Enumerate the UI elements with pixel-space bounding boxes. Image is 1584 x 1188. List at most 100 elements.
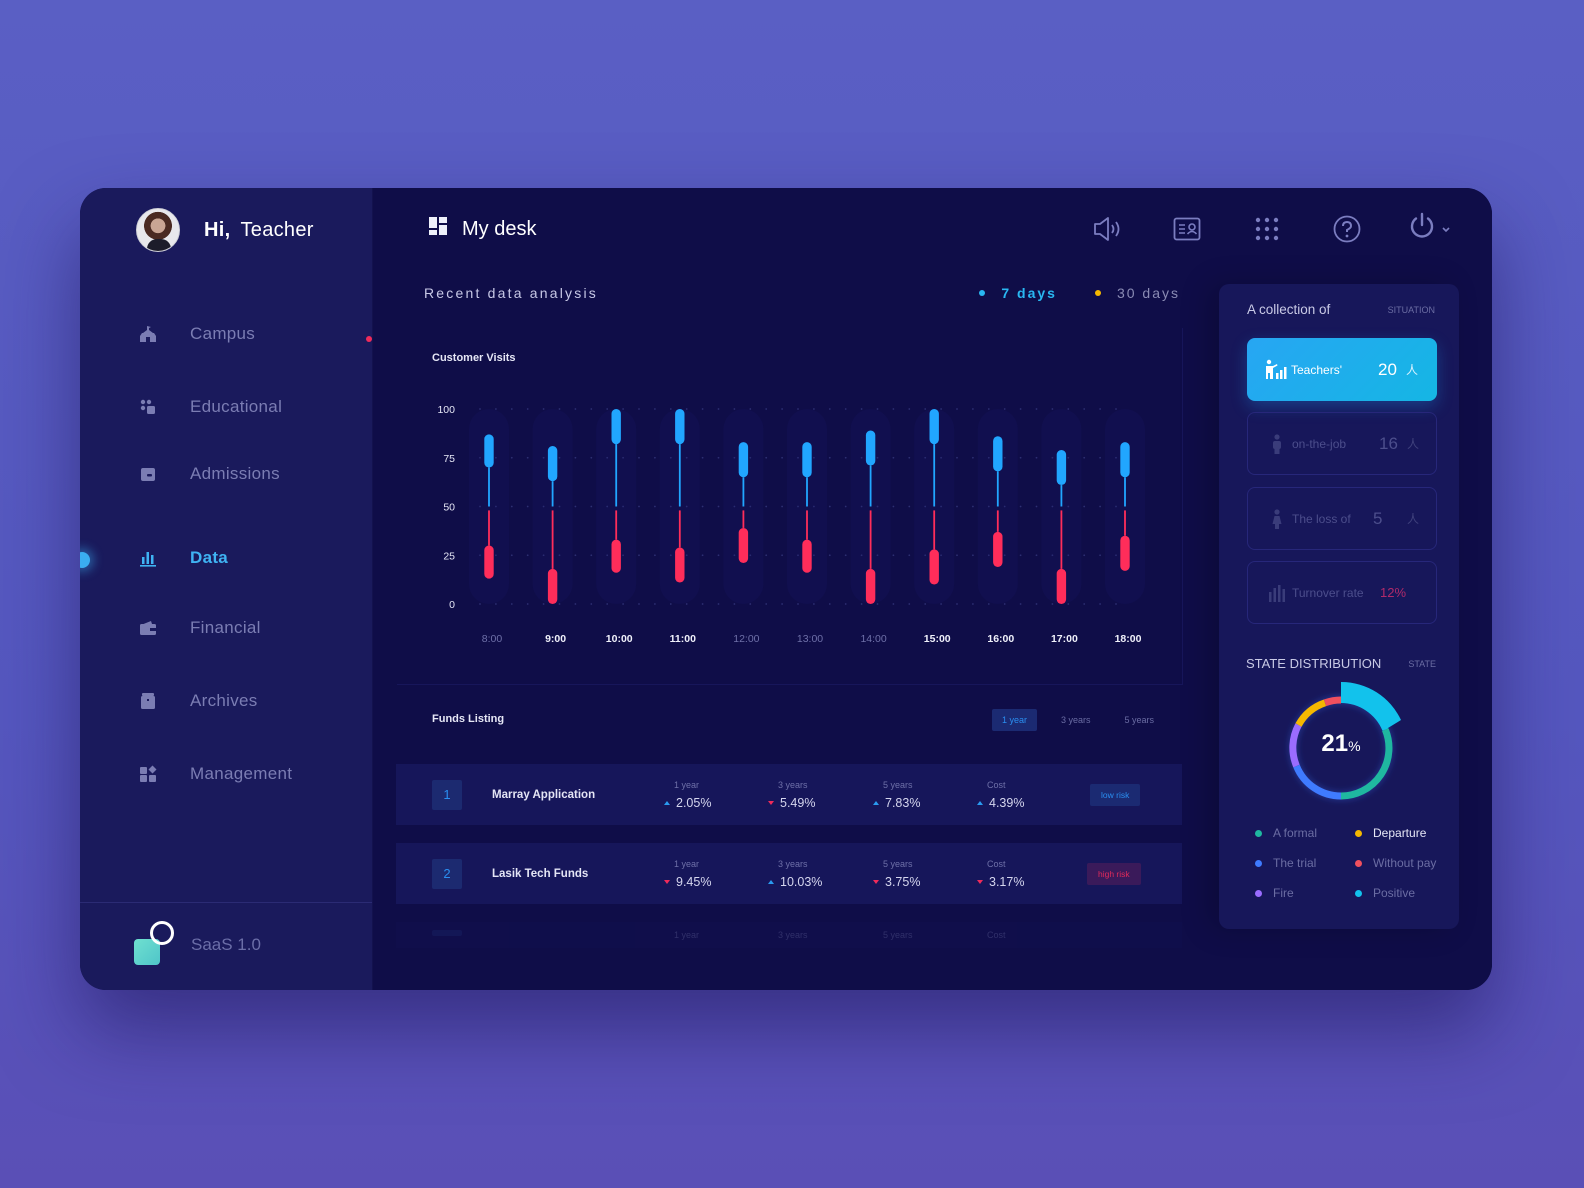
sidebar-item-financial[interactable]: Financial (138, 618, 261, 638)
bars-icon (1266, 582, 1288, 604)
col-label: 5 years (883, 779, 913, 790)
legend-item: The trial (1255, 856, 1355, 870)
stat-value: 5 (1373, 508, 1383, 528)
donut-center-value: 21% (1311, 730, 1371, 758)
arrow-down-icon (873, 879, 879, 884)
power-icon[interactable] (1408, 212, 1436, 245)
fund-col-1y: 1 year (664, 930, 699, 946)
svg-text:50: 50 (443, 502, 455, 514)
customer-visits-chart: Customer Visits 0 25 50 75 100 8:00 9:00 10:00 1… (397, 328, 1183, 685)
fund-row[interactable]: 1 Marray Application 1 year 2.05% 3 year… (396, 764, 1182, 825)
stat-on-the-job[interactable]: on-the-job 16 人 (1247, 412, 1437, 475)
range-7-days[interactable]: 7 days (979, 285, 1057, 301)
svg-text:75: 75 (443, 453, 455, 465)
distribution-legend: A formal Departure The trial Without pay… (1255, 826, 1455, 900)
legend-item: A formal (1255, 826, 1355, 840)
archive-icon (138, 691, 158, 711)
stat-label: on-the-job (1292, 436, 1347, 451)
sidebar-item-label: Campus (190, 324, 256, 343)
distribution-subtitle: STATE (1408, 658, 1436, 669)
legend-item: Positive (1355, 886, 1455, 900)
funds-period-tabs: 1 year 3 years 5 years (992, 709, 1178, 731)
col-label: 3 years (778, 930, 808, 940)
range-label: 30 days (1116, 285, 1180, 301)
col-label: 5 years (883, 930, 913, 940)
fund-col-1y: 1 year 9.45% (664, 859, 711, 889)
tab-3-years[interactable]: 3 years (1061, 715, 1091, 725)
stat-loss[interactable]: The loss of 5 人 (1247, 487, 1437, 550)
legend-item: Departure (1355, 826, 1455, 840)
fund-col-cost: Cost (977, 930, 1006, 946)
stat-unit: 人 (1407, 437, 1420, 451)
greeting: Hi, Teacher (204, 219, 314, 242)
power-menu[interactable] (1408, 212, 1450, 245)
stat-teachers[interactable]: Teachers' 20 人 (1247, 338, 1437, 401)
col-label: Cost (987, 930, 1006, 940)
sidebar-item-campus[interactable]: Campus (138, 324, 255, 344)
sidebar-item-admissions[interactable]: Admissions (138, 464, 280, 484)
legend-label: Without pay (1373, 856, 1437, 870)
active-nav-indicator (80, 552, 90, 568)
svg-text:100: 100 (437, 404, 455, 416)
col-label: 1 year (674, 779, 700, 790)
sidebar-item-educational[interactable]: Educational (138, 397, 282, 417)
management-icon (138, 764, 158, 784)
col-label: 5 years (883, 858, 913, 869)
person-icon (1266, 433, 1288, 455)
sidebar-item-data[interactable]: Data (138, 548, 228, 568)
apps-grid-icon[interactable] (1252, 214, 1282, 244)
donut-unit: % (1348, 738, 1361, 754)
stat-value: 20 (1378, 359, 1397, 379)
fund-row[interactable]: 2 Lasik Tech Funds 1 year 9.45% 3 years … (396, 843, 1182, 904)
svg-text:13:00: 13:00 (797, 633, 823, 645)
fund-row[interactable]: 1 year 3 years 5 years Cost (396, 922, 1182, 948)
page-title-text: My desk (462, 217, 537, 240)
sidebar-item-management[interactable]: Management (138, 764, 292, 784)
fund-name: Lasik Tech Funds (492, 867, 589, 880)
svg-text:11:00: 11:00 (670, 633, 696, 645)
col-value: 5.49% (780, 795, 816, 810)
fund-col-cost: Cost 4.39% (977, 780, 1024, 810)
sidebar-item-label: Educational (190, 397, 283, 416)
section-title: Recent data analysis (424, 285, 598, 301)
stat-label: Turnover rate (1292, 585, 1364, 600)
sidebar-item-archives[interactable]: Archives (138, 691, 258, 711)
col-value: 4.39% (989, 795, 1025, 810)
stat-label: Teachers' (1291, 362, 1342, 377)
col-label: 3 years (778, 779, 808, 790)
sidebar-item-label: Archives (190, 691, 258, 710)
situation-subtitle: SITUATION (1387, 304, 1435, 315)
tab-5-years[interactable]: 5 years (1124, 715, 1155, 725)
col-label: 1 year (674, 858, 700, 869)
dot-icon (1094, 290, 1101, 296)
user-profile[interactable]: Hi, Teacher (136, 208, 314, 252)
svg-text:14:00: 14:00 (860, 633, 886, 645)
stat-turnover-rate[interactable]: Turnover rate 12% (1247, 561, 1437, 624)
sidebar-item-label: Data (190, 548, 229, 567)
help-icon[interactable] (1332, 214, 1362, 244)
dashboard-icon (428, 216, 448, 242)
svg-text:25: 25 (443, 550, 455, 562)
svg-text:16:00: 16:00 (987, 633, 1014, 645)
sidebar-item-label: Admissions (190, 464, 280, 483)
col-value: 3.17% (989, 874, 1025, 889)
chevron-down-icon[interactable] (1442, 220, 1450, 238)
svg-text:12:00: 12:00 (733, 633, 759, 645)
stat-value: 12% (1380, 585, 1407, 600)
range-toggle: 7 days 30 days (941, 285, 1180, 301)
legend-label: Positive (1373, 886, 1416, 900)
greeting-hi: Hi, (204, 218, 231, 241)
range-30-days[interactable]: 30 days (1094, 285, 1180, 301)
funds-title: Funds Listing (432, 713, 505, 725)
avatar[interactable] (136, 208, 180, 252)
page-title: My desk (428, 216, 536, 242)
speaker-icon[interactable] (1092, 214, 1122, 244)
id-card-icon[interactable] (1172, 214, 1202, 244)
legend-item: Without pay (1355, 856, 1455, 870)
arrow-up-icon (873, 800, 879, 805)
version-label: SaaS 1.0 (191, 935, 261, 954)
fund-col-5y: 5 years 7.83% (873, 780, 920, 810)
svg-text:18:00: 18:00 (1115, 633, 1142, 645)
wallet-icon (138, 618, 158, 638)
tab-1-year[interactable]: 1 year (992, 709, 1038, 731)
